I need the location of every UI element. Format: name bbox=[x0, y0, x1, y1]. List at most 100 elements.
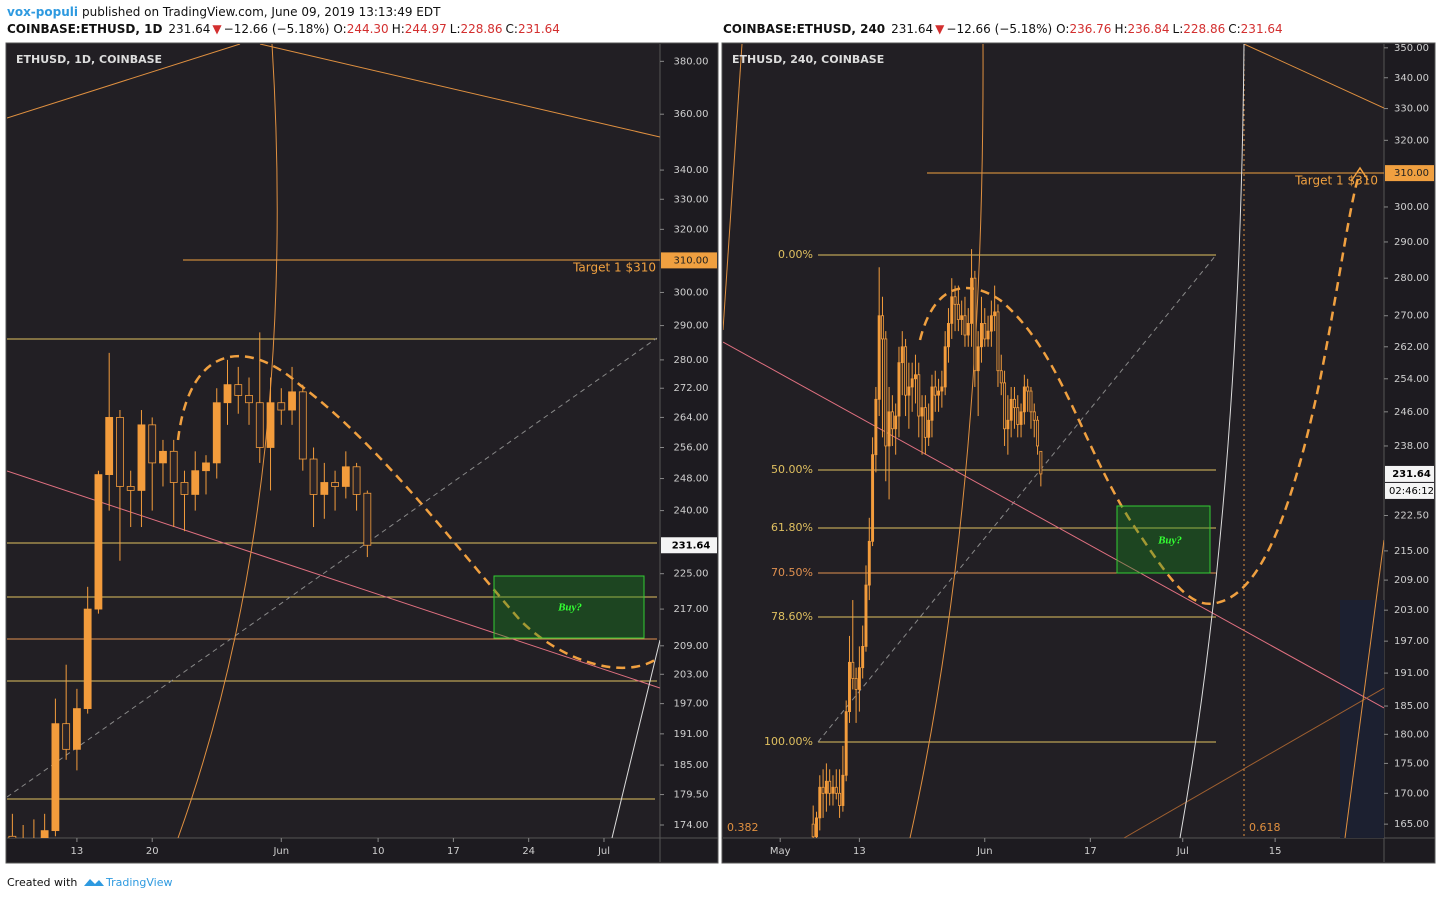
ohlc-key: C: bbox=[506, 22, 518, 36]
trend-line bbox=[259, 44, 660, 138]
candle-body bbox=[1029, 390, 1033, 413]
candle-body bbox=[1016, 407, 1020, 425]
candle-body bbox=[963, 315, 967, 336]
fib-label: 61.80% bbox=[771, 521, 813, 534]
last: 231.64 bbox=[891, 22, 933, 36]
countdown: 02:46:12 bbox=[1389, 486, 1434, 497]
y-tick-label: 179.50 bbox=[674, 790, 709, 801]
axes: 165.00 170.00 175.00 180.00 185.00 191.00 197.… bbox=[770, 43, 1434, 857]
y-tick-label: 217.00 bbox=[674, 604, 709, 615]
candle-body bbox=[234, 384, 243, 396]
footer-text: Created with bbox=[7, 876, 77, 889]
candle-body bbox=[989, 315, 993, 332]
candle-body bbox=[105, 417, 114, 476]
candle-body bbox=[83, 608, 92, 709]
candle-body bbox=[960, 315, 964, 320]
candle-body bbox=[824, 780, 828, 794]
candle-body bbox=[137, 424, 146, 491]
author[interactable]: vox-populi bbox=[7, 5, 78, 19]
y-tick-label: 209.00 bbox=[674, 641, 709, 652]
candle-body bbox=[940, 386, 944, 392]
fib-label: 50.00% bbox=[771, 463, 813, 476]
y-tick-label: 330.00 bbox=[1394, 104, 1429, 115]
candle-body bbox=[94, 474, 103, 610]
ohlc-key: H: bbox=[392, 22, 405, 36]
y-tick-label: 340.00 bbox=[674, 165, 709, 176]
candle-body bbox=[913, 374, 917, 380]
y-tick-label: 191.00 bbox=[1394, 668, 1429, 679]
y-tick-label: 350.00 bbox=[1394, 43, 1429, 54]
candle-body bbox=[937, 390, 941, 396]
candle-body bbox=[881, 315, 884, 340]
x-tick-label: Jul bbox=[597, 846, 610, 857]
candle-body bbox=[288, 391, 296, 411]
arc bbox=[177, 44, 278, 838]
y-tick-label: 197.00 bbox=[674, 699, 709, 710]
chart-title: ETHUSD, 1D, COINBASE bbox=[16, 53, 162, 66]
drawings bbox=[723, 44, 1384, 838]
trend-line bbox=[7, 470, 660, 689]
x-tick-label: 24 bbox=[522, 846, 535, 857]
candle-body bbox=[212, 402, 221, 464]
y-tick-label: 203.00 bbox=[674, 669, 709, 680]
y-tick-label: 185.00 bbox=[1394, 701, 1429, 712]
fib-time-label: 0.382 bbox=[727, 821, 759, 834]
ohlc-key: L: bbox=[1173, 22, 1184, 36]
y-tick-label: 238.00 bbox=[1394, 441, 1429, 452]
candle-body bbox=[1022, 386, 1026, 413]
candle-body bbox=[890, 411, 894, 430]
fib-label: 0.00% bbox=[778, 248, 813, 261]
trend-line bbox=[723, 341, 1384, 709]
fib-label: 70.50% bbox=[771, 566, 813, 579]
y-tick-label: 280.00 bbox=[1394, 273, 1429, 284]
candle-body bbox=[841, 774, 845, 806]
candle-body bbox=[1019, 411, 1023, 425]
candle-body bbox=[904, 346, 908, 396]
candle-body bbox=[255, 402, 264, 448]
y-tick-label: 248.00 bbox=[674, 474, 709, 485]
y-tick-label: 380.00 bbox=[674, 56, 709, 67]
candle-body bbox=[854, 678, 858, 690]
ohlc-value: 231.64 bbox=[518, 22, 560, 36]
candle-body bbox=[933, 386, 937, 396]
candle-body bbox=[62, 723, 71, 750]
target-label: Target 1 $310 bbox=[572, 261, 656, 275]
candle-body bbox=[976, 346, 980, 372]
symbol: COINBASE:ETHUSD, 1D bbox=[7, 22, 162, 36]
candle-body bbox=[851, 661, 855, 679]
y-tick-label: 320.00 bbox=[674, 224, 709, 235]
candle-body bbox=[1009, 398, 1013, 421]
candle-body bbox=[996, 311, 1000, 372]
chart-title: ETHUSD, 240, COINBASE bbox=[732, 53, 884, 66]
candle-body bbox=[970, 277, 974, 324]
candle-body bbox=[320, 482, 329, 495]
target-label: Target 1 $310 bbox=[1294, 174, 1378, 188]
candle-body bbox=[874, 398, 878, 456]
trend-line bbox=[1243, 44, 1384, 109]
candle-body bbox=[871, 454, 875, 542]
logo bbox=[84, 879, 104, 886]
candle-body bbox=[950, 296, 954, 324]
candle-body bbox=[352, 466, 361, 495]
candle-body bbox=[828, 780, 832, 794]
arc bbox=[611, 639, 660, 838]
symbol: COINBASE:ETHUSD, 240 bbox=[723, 22, 885, 36]
y-tick-label: 256.00 bbox=[674, 443, 709, 454]
candle-body bbox=[999, 370, 1003, 384]
price-box bbox=[661, 252, 717, 269]
candle-body bbox=[848, 661, 851, 713]
ohlc-value: 244.97 bbox=[405, 22, 447, 36]
candle-body bbox=[966, 323, 970, 336]
candle-body bbox=[953, 296, 957, 305]
brand[interactable]: TradingView bbox=[105, 876, 172, 889]
y-tick-label: 330.00 bbox=[674, 194, 709, 205]
candle-body bbox=[861, 646, 865, 669]
x-tick-label: 17 bbox=[1084, 846, 1097, 857]
y-tick-label: 170.00 bbox=[1394, 788, 1429, 799]
y-tick-label: 246.00 bbox=[1394, 407, 1429, 418]
shade bbox=[1340, 600, 1384, 838]
candle-body bbox=[331, 482, 339, 487]
candles bbox=[8, 332, 372, 838]
y-tick-label: 340.00 bbox=[1394, 73, 1429, 84]
